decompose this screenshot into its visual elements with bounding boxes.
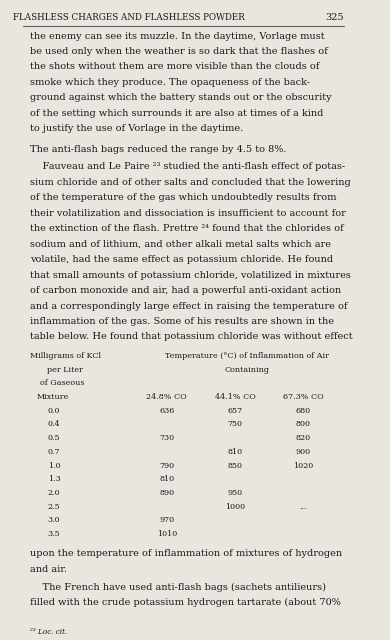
- Text: 44.1% CO: 44.1% CO: [215, 393, 255, 401]
- Text: Containing: Containing: [225, 365, 269, 374]
- Text: 810: 810: [227, 448, 243, 456]
- Text: volatile, had the same effect as potassium chloride. He found: volatile, had the same effect as potassi…: [30, 255, 333, 264]
- Text: 1020: 1020: [293, 461, 314, 470]
- Text: 680: 680: [296, 406, 311, 415]
- Text: ground against which the battery stands out or the obscurity: ground against which the battery stands …: [30, 93, 332, 102]
- Text: 1.0: 1.0: [48, 461, 60, 470]
- Text: of Gaseous: of Gaseous: [41, 380, 85, 387]
- Text: Mixture: Mixture: [37, 393, 69, 401]
- Text: and air.: and air.: [30, 564, 67, 574]
- Text: 2.5: 2.5: [48, 503, 60, 511]
- Text: 3.5: 3.5: [48, 530, 60, 538]
- Text: be used only when the weather is so dark that the flashes of: be used only when the weather is so dark…: [30, 47, 328, 56]
- Text: smoke which they produce. The opaqueness of the back-: smoke which they produce. The opaqueness…: [30, 78, 310, 87]
- Text: 1.3: 1.3: [48, 476, 60, 483]
- Text: 950: 950: [227, 489, 243, 497]
- Text: 3.0: 3.0: [48, 516, 60, 524]
- Text: 890: 890: [159, 489, 174, 497]
- Text: The French have used anti-flash bags (sachets antilieurs): The French have used anti-flash bags (sa…: [30, 582, 326, 592]
- Text: 1010: 1010: [157, 530, 177, 538]
- Text: per Liter: per Liter: [47, 365, 83, 374]
- Text: 2.0: 2.0: [48, 489, 60, 497]
- Text: upon the temperature of inflammation of mixtures of hydrogen: upon the temperature of inflammation of …: [30, 549, 342, 558]
- Text: their volatilization and dissociation is insufficient to account for: their volatilization and dissociation is…: [30, 209, 346, 218]
- Text: and a correspondingly large effect in raising the temperature of: and a correspondingly large effect in ra…: [30, 301, 347, 310]
- Text: The anti-flash bags reduced the range by 4.5 to 8%.: The anti-flash bags reduced the range by…: [30, 145, 287, 154]
- Text: sodium and of lithium, and other alkali metal salts which are: sodium and of lithium, and other alkali …: [30, 239, 331, 248]
- Text: 1000: 1000: [225, 503, 245, 511]
- Text: 850: 850: [227, 461, 243, 470]
- Text: the extinction of the flash. Prettre ²⁴ found that the chlorides of: the extinction of the flash. Prettre ²⁴ …: [30, 224, 344, 233]
- Text: that small amounts of potassium chloride, volatilized in mixtures: that small amounts of potassium chloride…: [30, 271, 351, 280]
- Text: table below. He found that potassium chloride was without effect: table below. He found that potassium chl…: [30, 332, 353, 342]
- Text: to justify the use of Vorlage in the daytime.: to justify the use of Vorlage in the day…: [30, 124, 243, 133]
- Text: Milligrams of KCl: Milligrams of KCl: [30, 352, 101, 360]
- Text: the enemy can see its muzzle. In the daytime, Vorlage must: the enemy can see its muzzle. In the day…: [30, 31, 325, 40]
- Text: of the setting which surrounds it are also at times of a kind: of the setting which surrounds it are al…: [30, 109, 324, 118]
- Text: inflammation of the gas. Some of his results are shown in the: inflammation of the gas. Some of his res…: [30, 317, 334, 326]
- Text: Temperature (°C) of Inflammation of Air: Temperature (°C) of Inflammation of Air: [165, 352, 329, 360]
- Text: 0.5: 0.5: [48, 434, 60, 442]
- Text: 800: 800: [296, 420, 311, 428]
- Text: 900: 900: [296, 448, 311, 456]
- Text: FLASHLESS CHARGES AND FLASHLESS POWDER: FLASHLESS CHARGES AND FLASHLESS POWDER: [13, 13, 245, 22]
- Text: 636: 636: [159, 406, 174, 415]
- Text: 790: 790: [159, 461, 174, 470]
- Text: the shots without them are more visible than the clouds of: the shots without them are more visible …: [30, 63, 319, 72]
- Text: 820: 820: [296, 434, 311, 442]
- Text: 750: 750: [227, 420, 243, 428]
- Text: 0.7: 0.7: [48, 448, 60, 456]
- Text: 67.3% CO: 67.3% CO: [283, 393, 324, 401]
- Text: 325: 325: [326, 13, 344, 22]
- Text: of carbon monoxide and air, had a powerful anti-oxidant action: of carbon monoxide and air, had a powerf…: [30, 286, 341, 295]
- Text: of the temperature of the gas which undoubtedly results from: of the temperature of the gas which undo…: [30, 193, 337, 202]
- Text: ²³ Loc. cit.: ²³ Loc. cit.: [30, 628, 67, 636]
- Text: 730: 730: [159, 434, 174, 442]
- Text: 657: 657: [227, 406, 243, 415]
- Text: 810: 810: [159, 476, 174, 483]
- Text: Fauveau and Le Paire ²³ studied the anti-flash effect of potas-: Fauveau and Le Paire ²³ studied the anti…: [30, 163, 345, 172]
- Text: sium chloride and of other salts and concluded that the lowering: sium chloride and of other salts and con…: [30, 178, 351, 187]
- Text: 970: 970: [159, 516, 174, 524]
- Text: 0.4: 0.4: [48, 420, 60, 428]
- Text: 24.8% CO: 24.8% CO: [146, 393, 187, 401]
- Text: 0.0: 0.0: [48, 406, 60, 415]
- Text: ...: ...: [300, 503, 307, 511]
- Text: filled with the crude potassium hydrogen tartarate (about 70%: filled with the crude potassium hydrogen…: [30, 598, 341, 607]
